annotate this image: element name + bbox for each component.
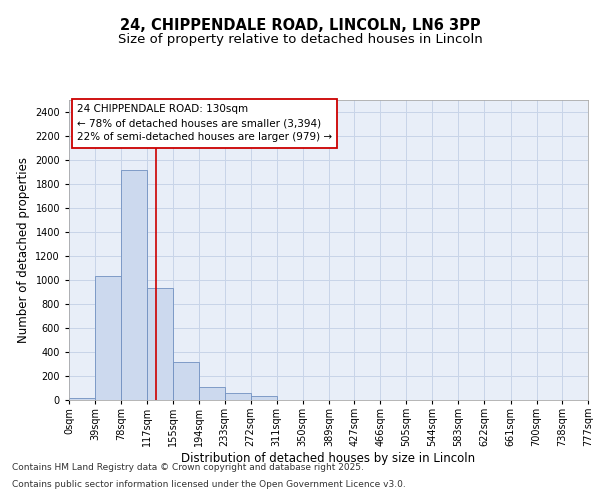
Bar [121, 170, 147, 400]
Text: Size of property relative to detached houses in Lincoln: Size of property relative to detached ho… [118, 32, 482, 46]
Bar [224, 394, 251, 400]
Y-axis label: Number of detached properties: Number of detached properties [17, 157, 29, 343]
Text: 24, CHIPPENDALE ROAD, LINCOLN, LN6 3PP: 24, CHIPPENDALE ROAD, LINCOLN, LN6 3PP [119, 18, 481, 32]
Bar [95, 276, 121, 400]
Text: 24 CHIPPENDALE ROAD: 130sqm
← 78% of detached houses are smaller (3,394)
22% of : 24 CHIPPENDALE ROAD: 130sqm ← 78% of det… [77, 104, 332, 142]
Bar [251, 396, 277, 400]
Text: Contains HM Land Registry data © Crown copyright and database right 2025.: Contains HM Land Registry data © Crown c… [12, 464, 364, 472]
Bar [173, 362, 199, 400]
X-axis label: Distribution of detached houses by size in Lincoln: Distribution of detached houses by size … [181, 452, 476, 465]
Bar [69, 398, 95, 400]
Bar [199, 388, 224, 400]
Bar [147, 288, 173, 400]
Text: Contains public sector information licensed under the Open Government Licence v3: Contains public sector information licen… [12, 480, 406, 489]
